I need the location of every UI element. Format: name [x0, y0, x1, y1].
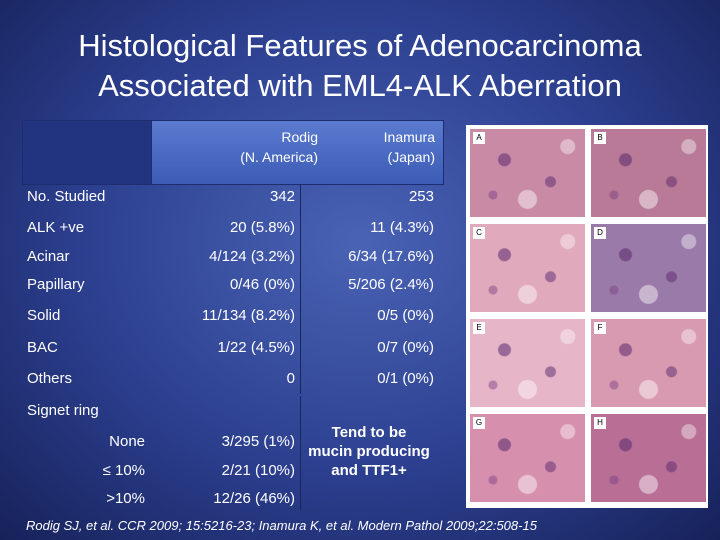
- cell-rodig: 1/22 (4.5%): [217, 339, 295, 356]
- panel-label: B: [594, 132, 606, 144]
- title-line-1: Histological Features of Adenocarcinoma: [78, 28, 642, 63]
- cell-inamura: 5/206 (2.4%): [348, 276, 434, 293]
- panel-label: A: [473, 132, 485, 144]
- cell-rodig: 4/124 (3.2%): [209, 248, 295, 265]
- cell-inamura: 0/7 (0%): [377, 339, 434, 356]
- cell-rodig: 0/46 (0%): [229, 276, 295, 293]
- signet-row-label: ≤ 10%: [102, 462, 145, 479]
- row-label: ALK +ve: [27, 219, 85, 236]
- slide-title: Histological Features of Adenocarcinoma …: [20, 26, 700, 106]
- panel-label: H: [594, 417, 606, 429]
- panel-label: D: [594, 227, 606, 239]
- histology-panel: B: [591, 129, 706, 217]
- title-line-2: Associated with EML4-ALK Aberration: [98, 68, 622, 103]
- histology-panel: G: [470, 414, 585, 502]
- row-label: Others: [27, 370, 73, 387]
- row-label: Solid: [27, 307, 61, 324]
- signet-ring-label: Signet ring: [27, 402, 99, 419]
- cell-rodig: 20 (5.8%): [229, 219, 295, 236]
- row-label: Papillary: [27, 276, 85, 293]
- panel-label: C: [473, 227, 485, 239]
- col-header-rodig: Rodig (N. America): [240, 129, 318, 165]
- column-divider: [300, 396, 301, 510]
- cell-rodig: 0: [286, 370, 295, 387]
- citation: Rodig SJ, et al. CCR 2009; 15:5216-23; I…: [26, 518, 537, 533]
- signet-cell-rodig: 3/295 (1%): [221, 433, 295, 450]
- histology-panel: E: [470, 319, 585, 407]
- cell-rodig: 342: [269, 188, 295, 205]
- signet-cell-rodig: 2/21 (10%): [221, 462, 295, 479]
- signet-row-label: >10%: [106, 490, 145, 507]
- cell-inamura: 6/34 (17.6%): [348, 248, 434, 265]
- cell-rodig: 11/134 (8.2%): [201, 307, 295, 324]
- col-header-inamura: Inamura (Japan): [383, 129, 435, 165]
- table-header-corner: [23, 121, 152, 184]
- panel-label: F: [594, 322, 606, 334]
- row-label: BAC: [27, 339, 58, 356]
- histology-panel: C: [470, 224, 585, 312]
- histology-panel: F: [591, 319, 706, 407]
- panel-label: G: [473, 417, 485, 429]
- cell-inamura: 11 (4.3%): [370, 219, 434, 236]
- cell-inamura: 0/1 (0%): [377, 370, 434, 387]
- signet-note: Tend to be mucin producing and TTF1+: [308, 424, 430, 479]
- table-header: Rodig (N. America) Inamura (Japan): [22, 120, 444, 185]
- cell-inamura: 253: [408, 188, 434, 205]
- histology-panel: A: [470, 129, 585, 217]
- panel-label: E: [473, 322, 485, 334]
- cell-inamura: 0/5 (0%): [377, 307, 434, 324]
- histology-panels: A B C D E F G H: [466, 125, 708, 508]
- row-label: Acinar: [27, 248, 70, 265]
- column-divider: [300, 184, 301, 394]
- histology-panel: H: [591, 414, 706, 502]
- row-label: No. Studied: [27, 188, 106, 205]
- histology-panel: D: [591, 224, 706, 312]
- signet-cell-rodig: 12/26 (46%): [213, 490, 295, 507]
- signet-row-label: None: [109, 433, 145, 450]
